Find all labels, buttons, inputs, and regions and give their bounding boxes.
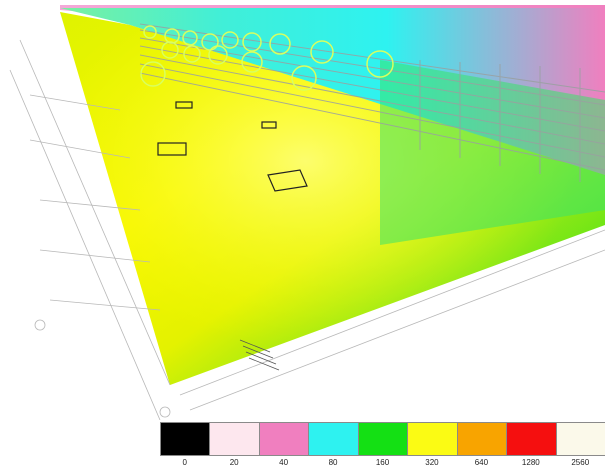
- floor-glow: [60, 12, 605, 385]
- legend-tick-label: 80: [328, 458, 338, 467]
- floor-plan-lines: [9, 39, 605, 420]
- fixture-icon: [310, 40, 334, 64]
- right-wall: [380, 60, 605, 245]
- legend-swatch: [506, 422, 557, 456]
- legend-tick-label: 2560: [571, 458, 590, 467]
- legend-tick-label: 20: [229, 458, 239, 467]
- color-scale-legend: 0 20 40 80 160 320 640 1280 2560: [160, 422, 605, 473]
- legend-swatch: [258, 422, 310, 456]
- legend-tick-label: 40: [279, 458, 289, 467]
- legend-swatch: [308, 422, 359, 456]
- fixture-icon: [140, 61, 166, 87]
- legend-tick-label: 320: [425, 458, 439, 467]
- legend-tick-label: 160: [375, 458, 390, 467]
- fixture-icon: [291, 65, 317, 91]
- rack-rows: [139, 23, 605, 182]
- fixture-icon: [182, 30, 198, 46]
- fixture-icon: [143, 25, 157, 39]
- ceiling-surface: [60, 8, 605, 180]
- fixture-icon: [366, 50, 394, 78]
- illuminance-rendering: [9, 5, 605, 420]
- fixture-icon: [269, 33, 291, 55]
- legend-swatch: [160, 422, 211, 456]
- legend-swatch: [456, 422, 508, 456]
- luminaires: [140, 25, 394, 91]
- fixture-icon: [241, 51, 263, 73]
- fixture-icon: [208, 45, 228, 65]
- fixture-icon: [242, 32, 262, 52]
- fixture-icon: [161, 41, 179, 59]
- fixture-icon: [183, 45, 201, 63]
- legend-tick-label: 0: [182, 458, 187, 467]
- legend-swatch: [407, 422, 458, 456]
- fixture-icon: [221, 31, 239, 49]
- legend-swatch: [357, 422, 409, 456]
- legend-tick-label: 640: [474, 458, 489, 467]
- legend-swatch: [555, 422, 605, 456]
- floor-markings: [157, 101, 308, 192]
- stairs: [239, 339, 280, 371]
- legend-tick-label: 1280: [521, 458, 540, 467]
- legend-swatch: [209, 422, 260, 456]
